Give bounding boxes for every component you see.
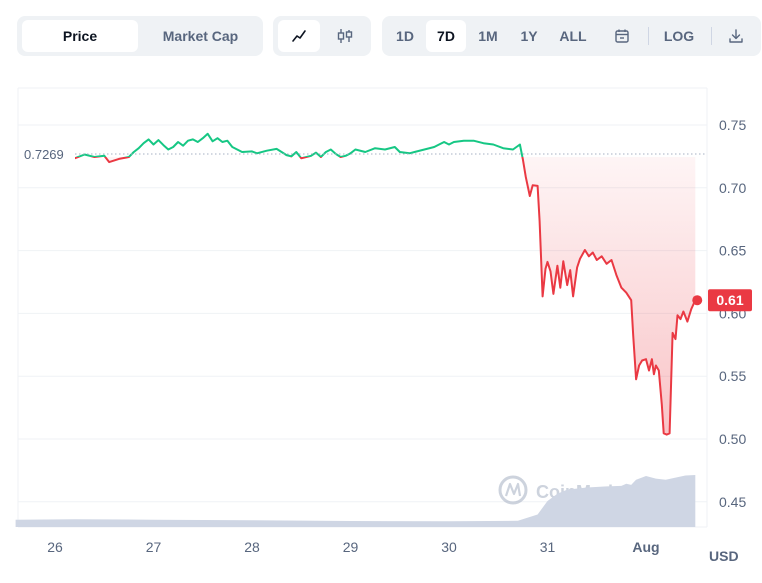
- currency-label: USD: [709, 548, 739, 564]
- price-series: [74, 132, 697, 436]
- current-price-badge: [708, 289, 752, 312]
- series-line-above-reference: [75, 132, 524, 157]
- line-chart-icon: [292, 30, 306, 42]
- log-scale-button[interactable]: LOG: [663, 28, 695, 44]
- current-price: 0.61: [692, 289, 752, 312]
- y-tick-label: 0.75: [719, 117, 746, 133]
- calendar-button[interactable]: [604, 20, 640, 52]
- reference-line: 0.7269: [19, 145, 707, 164]
- download-button[interactable]: [718, 20, 754, 52]
- current-price-label: 0.61: [716, 292, 743, 308]
- x-axis: 26 27 28 29 30 31 Aug: [47, 539, 659, 555]
- x-tick-label: 30: [441, 539, 457, 555]
- range-1m[interactable]: 1M: [478, 28, 498, 44]
- reference-label-bg: [19, 145, 75, 164]
- y-tick-label: 0.65: [719, 243, 746, 259]
- y-tick-label: 0.45: [719, 494, 746, 510]
- calendar-icon: [615, 29, 629, 43]
- candlestick-icon: [337, 29, 353, 43]
- toolbar-divider: [711, 27, 712, 45]
- x-tick-label: Aug: [632, 539, 659, 555]
- x-tick-label: 27: [146, 539, 162, 555]
- area-fill-below: [74, 157, 696, 435]
- y-axis: 0.750.700.650.600.550.500.45: [719, 117, 746, 510]
- volume-area: [15, 475, 696, 527]
- series-line-below-reference: [74, 157, 697, 436]
- line-chart-button[interactable]: [278, 20, 320, 52]
- candlestick-button[interactable]: [324, 20, 366, 52]
- range-toolbar: 1D 7D 1M 1Y ALL LOG: [382, 16, 761, 56]
- metric-toggle: Price Market Cap: [17, 16, 263, 56]
- toolbar-divider: [648, 27, 649, 45]
- market-cap-tab[interactable]: Market Cap: [162, 28, 239, 44]
- download-icon: [729, 29, 743, 43]
- y-tick-label: 0.55: [719, 368, 746, 384]
- x-tick-label: 31: [540, 539, 556, 555]
- reference-label: 0.7269: [24, 147, 64, 162]
- range-all[interactable]: ALL: [559, 28, 587, 44]
- y-tick-label: 0.50: [719, 431, 746, 447]
- range-1y[interactable]: 1Y: [520, 28, 538, 44]
- range-7d[interactable]: 7D: [426, 20, 466, 52]
- current-price-dot: [692, 295, 703, 306]
- range-1d[interactable]: 1D: [396, 28, 414, 44]
- chart-type-toggle: [273, 16, 371, 56]
- y-tick-label: 0.70: [719, 180, 746, 196]
- x-tick-label: 26: [47, 539, 63, 555]
- price-tab[interactable]: Price: [22, 20, 138, 52]
- x-tick-label: 28: [244, 539, 260, 555]
- x-tick-label: 29: [343, 539, 359, 555]
- volume-fill: [15, 475, 696, 527]
